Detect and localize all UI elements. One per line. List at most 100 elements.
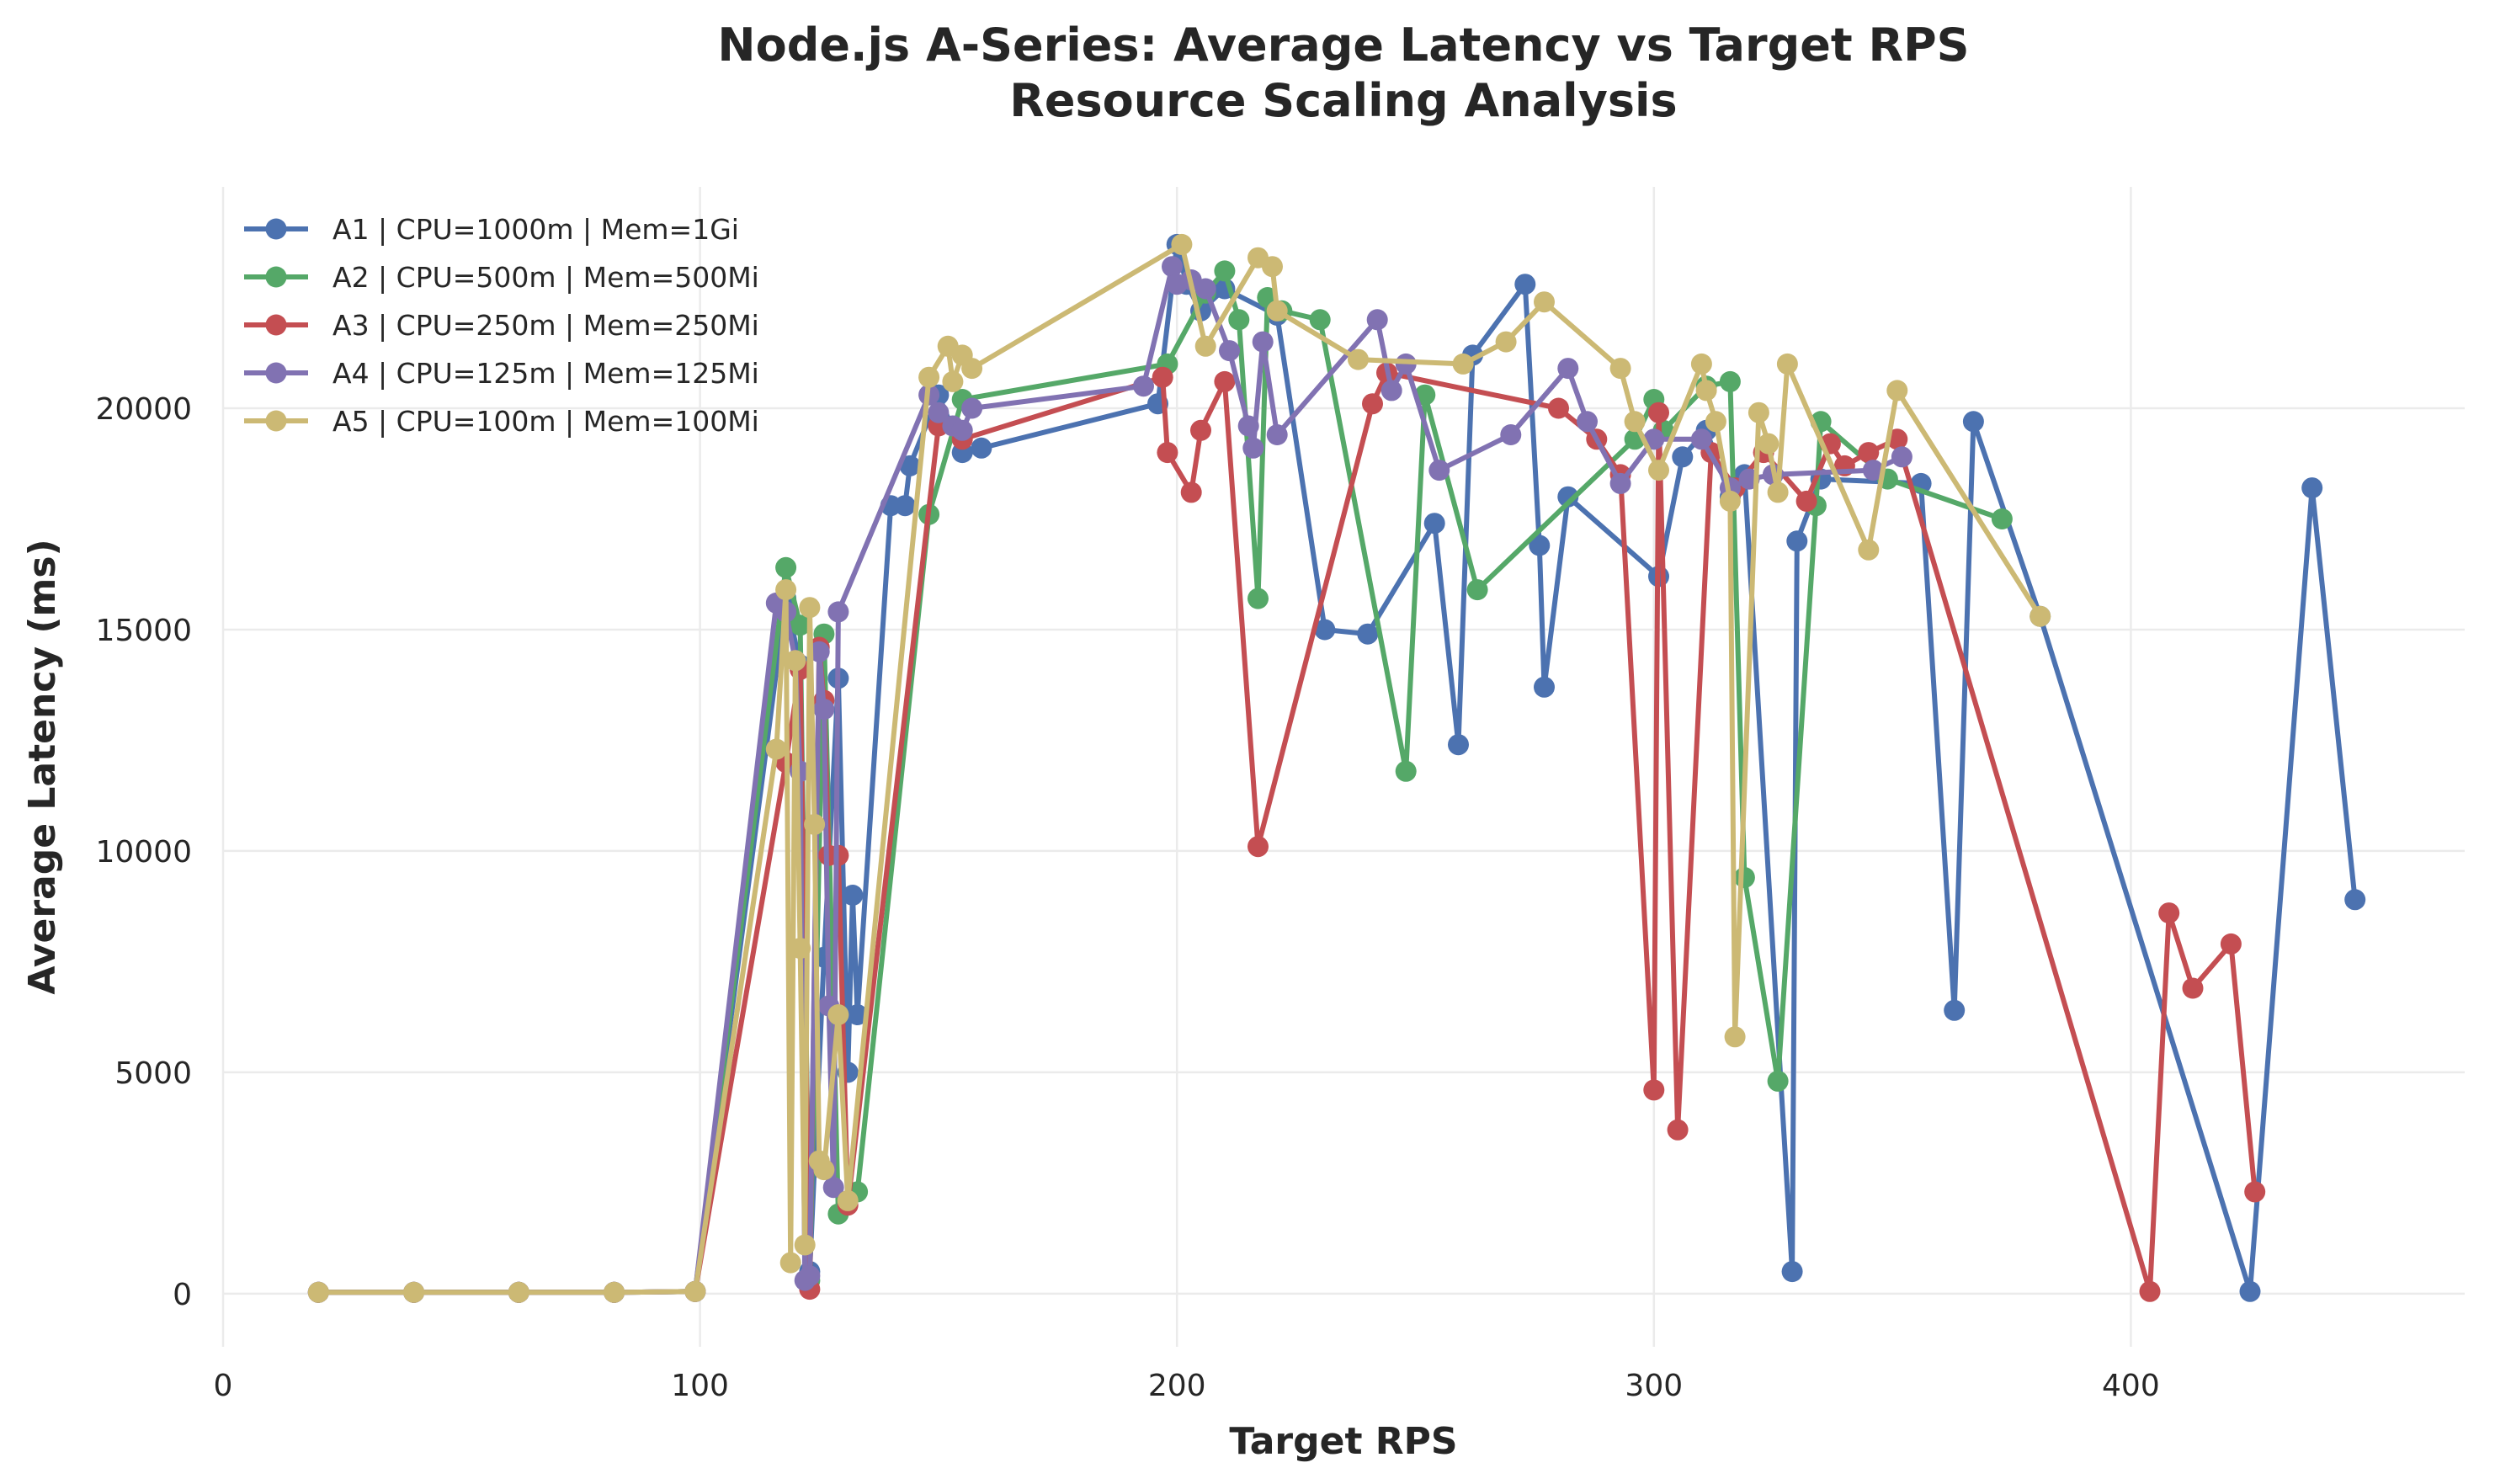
legend-label: A2 | CPU=500m | Mem=500Mi <box>332 261 759 294</box>
data-point <box>1767 1070 1789 1092</box>
data-point <box>799 1265 821 1287</box>
data-point <box>790 938 811 960</box>
data-point <box>2220 933 2242 955</box>
legend: A1 | CPU=1000m | Mem=1Gi A2 | CPU=500m | … <box>244 213 759 438</box>
data-point <box>1690 353 1712 375</box>
data-point <box>2244 1181 2266 1203</box>
data-point <box>1314 619 1336 641</box>
y-tick-label: 5000 <box>114 1056 192 1091</box>
data-point <box>1858 539 1880 561</box>
data-point <box>1357 623 1379 645</box>
data-point <box>2158 902 2180 924</box>
data-point <box>1648 402 1669 423</box>
data-point <box>918 366 940 388</box>
legend-marker <box>265 362 287 384</box>
data-point <box>1190 419 1211 441</box>
y-tick-label: 10000 <box>95 835 192 870</box>
series-a5 <box>307 233 2051 1303</box>
data-point <box>1266 300 1288 322</box>
data-point <box>1944 999 1966 1021</box>
data-point <box>1991 508 2013 529</box>
data-point <box>785 650 806 672</box>
chart-subtitle: Resource Scaling Analysis <box>1009 74 1677 127</box>
data-point <box>1767 481 1789 503</box>
data-point <box>1495 331 1517 353</box>
legend-item: A3 | CPU=250m | Mem=250Mi <box>244 309 759 342</box>
data-point <box>1557 358 1579 380</box>
data-point <box>1643 1079 1665 1101</box>
legend-marker <box>265 218 287 240</box>
x-tick-label: 0 <box>214 1369 233 1403</box>
legend-label: A1 | CPU=1000m | Mem=1Gi <box>332 213 739 246</box>
data-point <box>971 437 992 459</box>
data-point <box>2182 977 2204 999</box>
data-point <box>1690 428 1712 450</box>
y-tick-label: 0 <box>173 1278 192 1312</box>
legend-marker <box>265 410 287 432</box>
data-point <box>1719 370 1741 392</box>
data-point <box>2139 1280 2161 1302</box>
data-point <box>822 1177 844 1199</box>
data-point <box>1237 415 1259 437</box>
data-point <box>604 1281 625 1303</box>
data-point <box>1962 411 1984 433</box>
data-point <box>804 813 826 835</box>
legend-item: A4 | CPU=125m | Mem=125Mi <box>244 357 759 390</box>
data-series <box>307 233 2366 1303</box>
data-point <box>1133 375 1154 397</box>
data-point <box>1423 513 1445 535</box>
data-point <box>1748 402 1769 423</box>
legend-item: A2 | CPU=500m | Mem=500Mi <box>244 261 759 294</box>
data-point <box>1309 309 1331 331</box>
series-a2 <box>307 260 2013 1303</box>
legend-label: A5 | CPU=100m | Mem=100Mi <box>332 405 759 438</box>
data-point <box>827 601 849 623</box>
data-point <box>1252 331 1274 353</box>
data-point <box>799 597 821 619</box>
x-tick-label: 200 <box>1148 1369 1206 1403</box>
data-point <box>1262 256 1283 278</box>
data-point <box>1452 353 1474 375</box>
data-point <box>1719 490 1741 512</box>
chart-title: Node.js A-Series: Average Latency vs Tar… <box>717 19 1969 72</box>
data-point <box>1695 380 1717 402</box>
data-point <box>684 1280 706 1302</box>
data-point <box>1705 411 1726 433</box>
data-point <box>779 1252 801 1274</box>
data-point <box>1266 424 1288 445</box>
data-point <box>1609 358 1631 380</box>
data-point <box>827 1004 849 1025</box>
legend-marker <box>265 266 287 288</box>
data-point <box>1214 370 1236 392</box>
data-point <box>1786 530 1808 552</box>
data-point <box>1214 260 1236 282</box>
data-point <box>508 1281 529 1303</box>
data-point <box>1248 836 1269 858</box>
data-point <box>1194 335 1216 357</box>
data-point <box>1395 760 1417 782</box>
data-point <box>951 419 973 441</box>
data-point <box>2344 889 2366 911</box>
data-point <box>1648 460 1669 481</box>
data-point <box>1348 348 1369 370</box>
data-point <box>1858 442 1880 464</box>
data-point <box>1428 460 1450 481</box>
data-point <box>1514 274 1536 295</box>
axis-ticks: 0 100 200 300 400 0 5000 10000 15000 20000 <box>95 392 2159 1403</box>
data-point <box>1466 579 1488 601</box>
data-point <box>1362 393 1383 415</box>
data-point <box>1248 588 1269 609</box>
data-point <box>808 641 830 662</box>
series-a3 <box>307 362 2266 1303</box>
data-point <box>1577 411 1598 433</box>
data-point <box>403 1281 425 1303</box>
data-point <box>1152 366 1173 388</box>
data-point <box>813 1159 835 1181</box>
data-point <box>899 455 921 476</box>
data-point <box>1758 433 1779 455</box>
data-point <box>1529 535 1551 556</box>
data-point <box>1781 1261 1803 1283</box>
data-point <box>1557 486 1579 508</box>
data-point <box>1733 867 1755 888</box>
